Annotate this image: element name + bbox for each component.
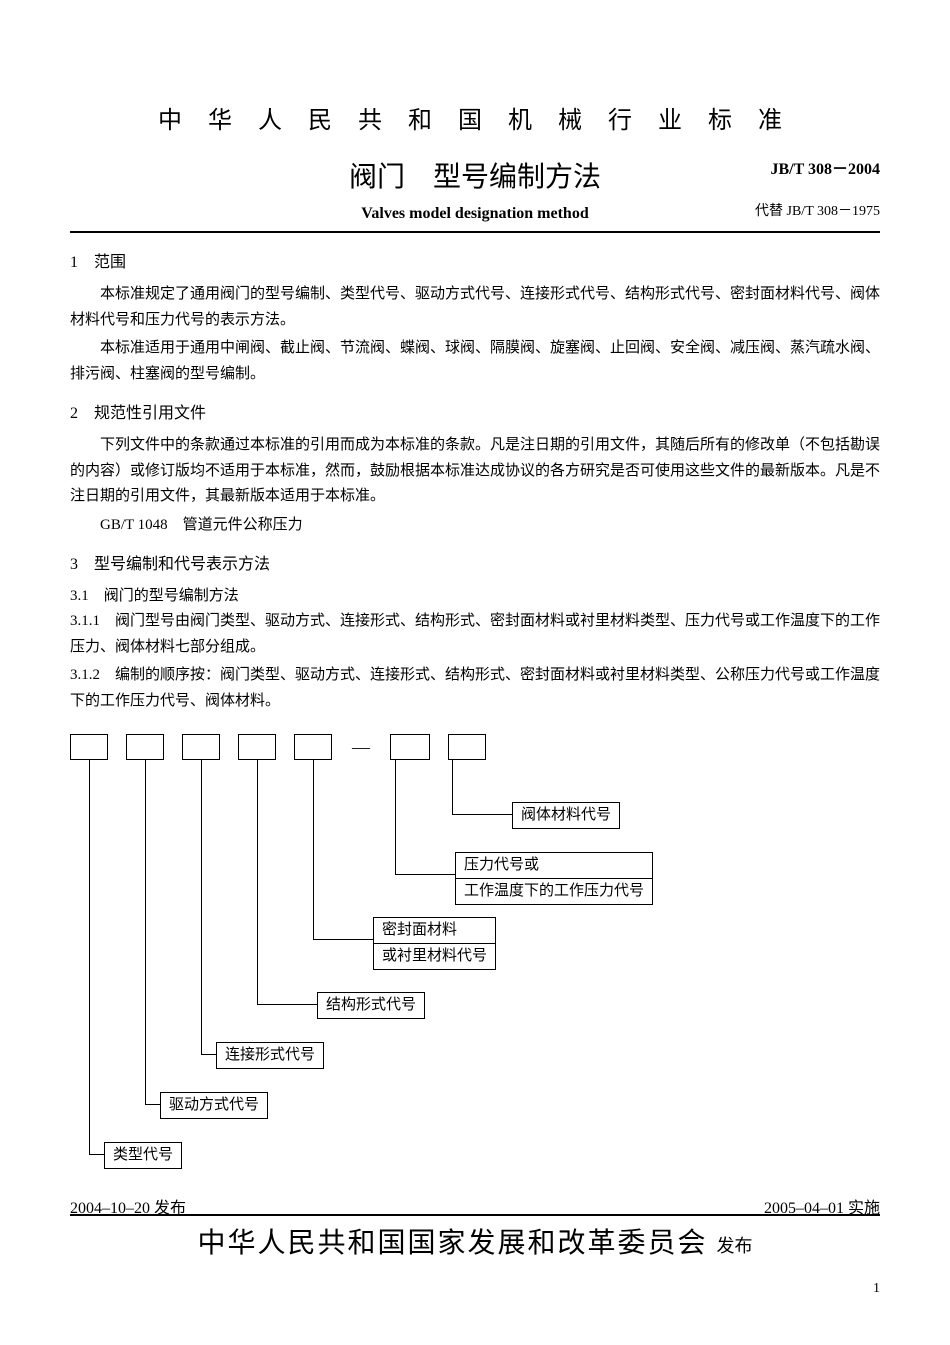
diagram-hline-3 xyxy=(201,1054,216,1055)
diagram-hline-2 xyxy=(145,1104,160,1105)
diagram-box-6 xyxy=(390,734,430,760)
diagram-box-2 xyxy=(126,734,164,760)
diagram-box-5 xyxy=(294,734,332,760)
organization-name: 中 华 人 民 共 和 国 机 械 行 业 标 准 xyxy=(70,100,880,135)
section-1-para-2: 本标准适用于通用中闸阀、截止阀、节流阀、蝶阀、球阀、隔膜阀、旋塞阀、止回阀、安全… xyxy=(70,336,880,387)
model-structure-diagram: — 阀体材料代号 压力代号或 工作温度下的工作压力代号 密封面材料 或衬里材料代… xyxy=(70,734,880,1184)
diagram-hline-6 xyxy=(395,874,455,875)
issuer-main: 中华人民共和国国家发展和改革委员会 xyxy=(197,1228,707,1259)
header-rule xyxy=(70,231,880,233)
diagram-label-5a: 密封面材料 xyxy=(373,917,496,944)
diagram-vline-7 xyxy=(452,760,453,814)
diagram-box-3 xyxy=(182,734,220,760)
diagram-label-2: 驱动方式代号 xyxy=(160,1092,268,1119)
diagram-hline-1 xyxy=(89,1154,104,1155)
diagram-label-3: 连接形式代号 xyxy=(216,1042,324,1069)
section-3-heading: 3 型号编制和代号表示方法 xyxy=(70,550,880,574)
diagram-box-1 xyxy=(70,734,108,760)
footer-rule xyxy=(70,1214,880,1216)
section-2-reference: GB/T 1048 管道元件公称压力 xyxy=(70,513,880,539)
title-chinese: 阀门 型号编制方法 xyxy=(70,155,880,195)
diagram-hline-4 xyxy=(257,1004,317,1005)
issuing-authority: 中华人民共和国国家发展和改革委员会 发布 xyxy=(70,1221,880,1261)
diagram-label-4: 结构形式代号 xyxy=(317,992,425,1019)
diagram-label-5: 密封面材料 或衬里材料代号 xyxy=(373,917,496,970)
diagram-label-5b: 或衬里材料代号 xyxy=(373,943,496,970)
diagram-vline-1 xyxy=(89,760,90,1154)
diagram-box-7 xyxy=(448,734,486,760)
section-2-heading: 2 规范性引用文件 xyxy=(70,399,880,423)
diagram-label-6b: 工作温度下的工作压力代号 xyxy=(455,878,653,905)
diagram-hline-7 xyxy=(452,814,512,815)
header-meta: JB/T 308－2004 阀门 型号编制方法 代替 JB/T 308－1975 xyxy=(70,155,880,195)
diagram-vline-2 xyxy=(145,760,146,1104)
document-header: 中 华 人 民 共 和 国 机 械 行 业 标 准 JB/T 308－2004 … xyxy=(70,100,880,223)
diagram-label-6: 压力代号或 工作温度下的工作压力代号 xyxy=(455,852,653,905)
diagram-hline-5 xyxy=(313,939,373,940)
page-number: 1 xyxy=(70,1281,880,1297)
diagram-vline-6 xyxy=(395,760,396,874)
diagram-box-4 xyxy=(238,734,276,760)
diagram-label-6a: 压力代号或 xyxy=(455,852,653,879)
section-1-heading: 1 范围 xyxy=(70,248,880,272)
diagram-dash: — xyxy=(350,734,372,760)
section-3-1-heading: 3.1 阀门的型号编制方法 xyxy=(70,584,880,605)
replaces-note: 代替 JB/T 308－1975 xyxy=(755,200,880,220)
diagram-box-row: — xyxy=(70,734,486,760)
section-2-para-1: 下列文件中的条款通过本标准的引用而成为本标准的条款。凡是注日期的引用文件，其随后… xyxy=(70,433,880,510)
diagram-vline-5 xyxy=(313,760,314,939)
diagram-label-7: 阀体材料代号 xyxy=(512,802,620,829)
effective-date: 2005–04–01 实施 xyxy=(764,1194,880,1218)
section-1-para-1: 本标准规定了通用阀门的型号编制、类型代号、驱动方式代号、连接形式代号、结构形式代… xyxy=(70,282,880,333)
issuer-suffix: 发布 xyxy=(717,1236,753,1256)
diagram-vline-4 xyxy=(257,760,258,1004)
issue-date: 2004–10–20 发布 xyxy=(70,1194,186,1218)
diagram-vline-3 xyxy=(201,760,202,1054)
diagram-label-1: 类型代号 xyxy=(104,1142,182,1169)
standard-code: JB/T 308－2004 xyxy=(770,155,880,179)
section-3-1-1: 3.1.1 阀门型号由阀门类型、驱动方式、连接形式、结构形式、密封面材料或衬里材… xyxy=(70,609,880,660)
section-3-1-2: 3.1.2 编制的顺序按：阀门类型、驱动方式、连接形式、结构形式、密封面材料或衬… xyxy=(70,663,880,714)
